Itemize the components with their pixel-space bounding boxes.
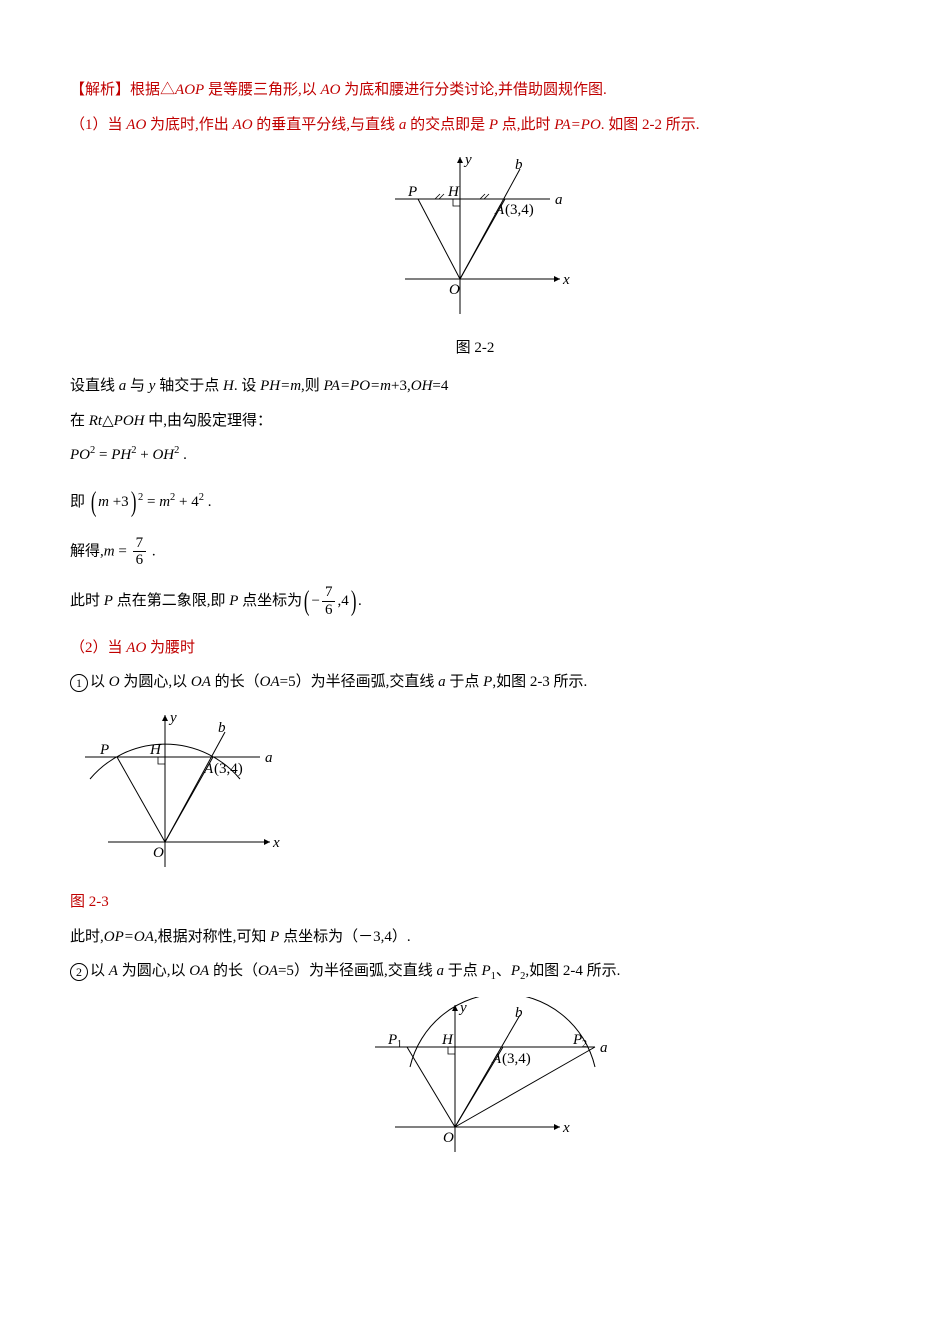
case2-line: （2）当 AO 为腰时 [70, 634, 880, 663]
svg-text:(3,4): (3,4) [214, 761, 243, 777]
prefix: 【解析】 [70, 82, 130, 98]
svg-text:a: a [600, 1040, 608, 1056]
t: 为底和腰进行分类讨论,并借助圆规作图. [344, 82, 607, 98]
tri: △ [160, 82, 175, 98]
analysis-line: 【解析】根据△AOP 是等腰三角形,以 AO 为底和腰进行分类讨论,并借助圆规作… [70, 76, 880, 105]
P-label: P [407, 184, 417, 200]
svg-text:P: P [99, 742, 109, 758]
y-label: y [463, 152, 472, 168]
svg-text:O: O [153, 845, 164, 861]
svg-text:A: A [203, 761, 214, 777]
figure-2-4: y x O a b P1 P2 H A (3,4) [70, 997, 880, 1168]
svg-text:x: x [272, 835, 280, 851]
line11: 此时,OP=OA,根据对称性,可知 P 点坐标为（－3,4）. [70, 923, 880, 952]
svg-text:(3,4): (3,4) [502, 1051, 531, 1067]
ao: AO [320, 82, 340, 98]
svg-text:P: P [387, 1032, 397, 1048]
t: 根据 [130, 82, 160, 98]
svg-text:H: H [149, 742, 162, 758]
a-label: a [555, 192, 563, 208]
equation-3: 解得,m = 76 . [70, 535, 880, 569]
svg-text:b: b [218, 720, 226, 736]
svg-text:O: O [443, 1130, 454, 1146]
figure-2-2-caption: 图 2-2 [70, 334, 880, 363]
figure-2-3: y x O a b P H A (3,4) [70, 707, 880, 883]
svg-text:b: b [515, 1005, 523, 1021]
svg-text:2: 2 [582, 1039, 587, 1050]
figure-2-2: y x O a b P H A (3,4) [70, 149, 880, 330]
figure-2-3-caption: 图 2-3 [70, 888, 880, 917]
circled-2: 2 [70, 963, 88, 981]
aop: AOP [175, 82, 204, 98]
H-label: H [447, 184, 460, 200]
svg-text:H: H [441, 1032, 454, 1048]
subcase1-line: 1以 O 为圆心,以 OA 的长（OA=5）为半径画弧,交直线 a 于点 P,如… [70, 668, 880, 697]
A-coord: (3,4) [505, 202, 534, 218]
equation-1: PO2 = PH2 + OH2 . [70, 441, 880, 470]
subcase2-line: 2以 A 为圆心,以 OA 的长（OA=5）为半径画弧,交直线 a 于点 P1、… [70, 957, 880, 987]
x-label: x [562, 272, 570, 288]
A-label: A [494, 202, 505, 218]
case1-line: （1）当 AO 为底时,作出 AO 的垂直平分线,与直线 a 的交点即是 P 点… [70, 111, 880, 140]
svg-text:a: a [265, 750, 273, 766]
line3: 设直线 a 与 y 轴交于点 H. 设 PH=m,则 PA=PO=m+3,OH=… [70, 372, 880, 401]
num: （1） [70, 117, 108, 133]
svg-text:A: A [491, 1051, 502, 1067]
b-label: b [515, 157, 523, 173]
svg-text:y: y [458, 1000, 467, 1016]
circled-1: 1 [70, 674, 88, 692]
svg-text:P: P [572, 1032, 582, 1048]
svg-text:1: 1 [397, 1039, 402, 1050]
line8: 此时 P 点在第二象限,即 P 点坐标为(−76,4). [70, 575, 880, 628]
equation-2: 即 (m +3)2 = m2 + 42 . [70, 476, 880, 529]
svg-text:y: y [168, 710, 177, 726]
t: 是等腰三角形,以 [208, 82, 317, 98]
line4: 在 Rt△POH 中,由勾股定理得： [70, 407, 880, 436]
svg-text:x: x [562, 1120, 570, 1136]
O-label: O [449, 282, 460, 298]
